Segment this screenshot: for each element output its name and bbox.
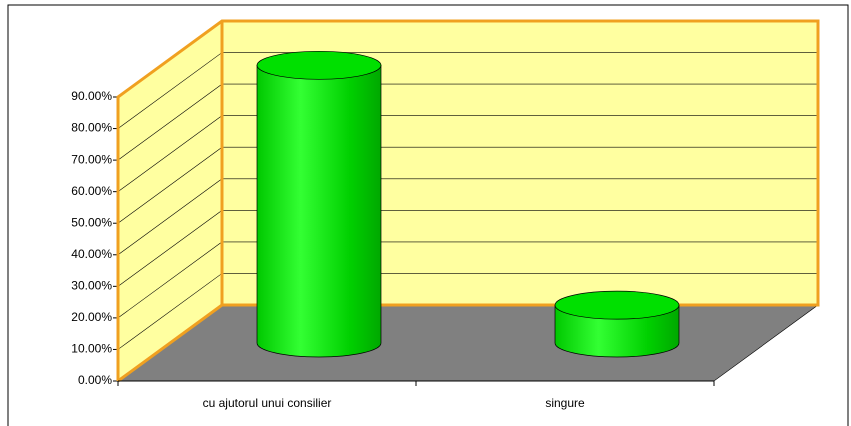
y-tick-label: 80.00%: [71, 121, 112, 135]
grid-line: [117, 146, 223, 224]
plot: 0.00% 10.00% 20.00% 30.00% 40.00% 50.00% 60.00…: [71, 19, 820, 410]
cylinder-top: [554, 290, 680, 320]
y-tick-label: 60.00%: [71, 184, 112, 198]
cylinder: [554, 290, 680, 358]
grid-line: [117, 273, 223, 350]
floor: [117, 304, 819, 382]
y-tick-label: 20.00%: [71, 310, 112, 324]
y-tick-label: 30.00%: [71, 279, 112, 293]
x-tick-label: singure: [545, 396, 585, 410]
grid-line: [117, 83, 223, 161]
y-tick-label: 70.00%: [71, 152, 112, 166]
grid-line: [117, 52, 223, 129]
y-tick-label: 50.00%: [71, 215, 112, 229]
x-tick-label: cu ajutorul unui consilier: [203, 396, 332, 410]
y-tick-label: 0.00%: [78, 373, 112, 387]
grid-line: [117, 115, 223, 192]
y-tick-label: 40.00%: [71, 247, 112, 261]
cylinder-body: [256, 64, 382, 358]
cylinder-top: [256, 50, 382, 80]
cylinder: [256, 50, 382, 358]
side-wall: [118, 21, 222, 381]
y-tick-label: 90.00%: [71, 89, 112, 103]
grid-line: [117, 210, 223, 287]
chart-frame: [7, 4, 849, 426]
cylinder-body: [554, 304, 680, 358]
grid-line: [117, 178, 223, 256]
grid-line: [117, 241, 223, 319]
y-tick-label: 10.00%: [71, 342, 112, 356]
